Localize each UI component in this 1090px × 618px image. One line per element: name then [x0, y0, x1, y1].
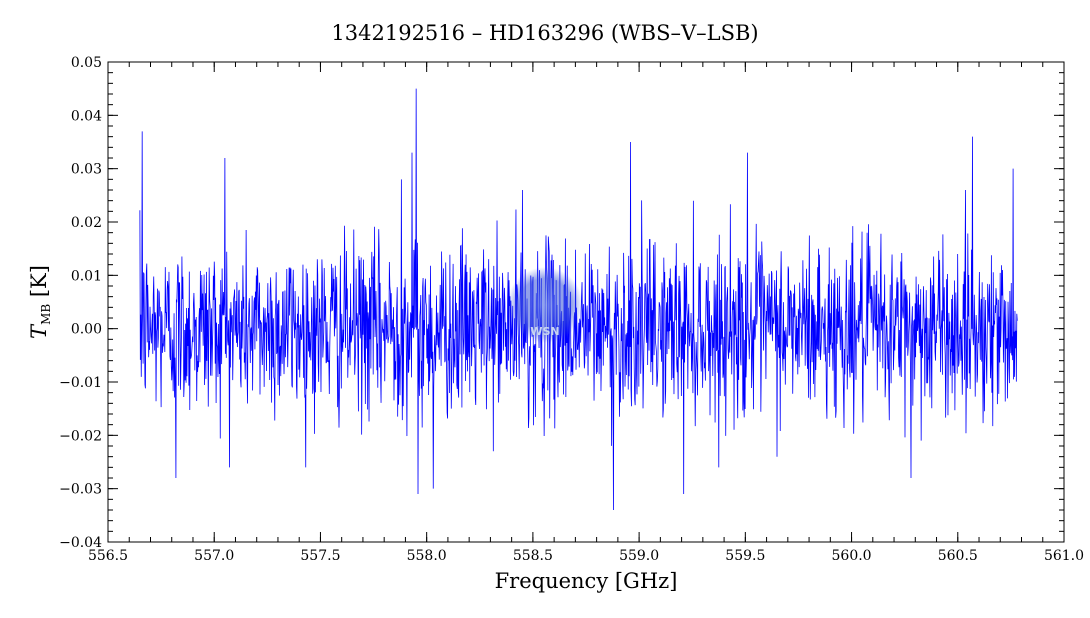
x-tick-label: 557.5: [300, 548, 340, 564]
x-tick-label: 560.0: [832, 548, 872, 564]
y-tick-label: 0.00: [71, 322, 102, 338]
x-tick-label: 556.5: [88, 548, 128, 564]
y-tick-label: 0.02: [71, 215, 102, 231]
y-axis-label-sub: MB: [39, 304, 53, 325]
plot-frame: [107, 61, 1065, 543]
y-tick-label: 0.03: [71, 162, 102, 178]
spectrum-line: [139, 88, 1018, 511]
spectrum-series: [139, 88, 1018, 511]
x-tick-label: 559.0: [619, 548, 659, 564]
y-axis-label-main: T: [27, 323, 51, 339]
chart-title: 1342192516 – HD163296 (WBS–V–LSB): [331, 21, 758, 45]
y-tick-label: 0.01: [71, 268, 102, 284]
y-axis-label: TMB [K]: [27, 265, 53, 339]
y-tick-label: −0.01: [59, 375, 102, 391]
y-tick-label: −0.03: [59, 482, 102, 498]
y-axis: −0.04 −0.03 −0.02 −0.01 0.00 0.01 0.02 0.03 0.04…: [59, 55, 1064, 551]
x-axis-label: Frequency [GHz]: [495, 569, 678, 593]
x-tick-label: 557.0: [194, 548, 234, 564]
y-tick-label: 0.04: [71, 108, 102, 124]
x-tick-label: 558.5: [513, 548, 553, 564]
x-axis: 556.5 557.0 557.5 558.0 558.5 559.0 559.5 560.0…: [88, 62, 1084, 564]
x-tick-label: 561.0: [1044, 548, 1084, 564]
x-tick-label: 559.5: [725, 548, 765, 564]
x-tick-label: 560.5: [938, 548, 978, 564]
y-tick-label: −0.04: [59, 535, 102, 551]
y-axis-label-unit: [K]: [27, 265, 51, 304]
watermark: WSN: [507, 267, 583, 343]
y-tick-label: 0.05: [71, 55, 102, 71]
watermark-text: WSN: [530, 325, 559, 338]
y-tick-label: −0.02: [59, 428, 102, 444]
x-tick-label: 558.0: [407, 548, 447, 564]
